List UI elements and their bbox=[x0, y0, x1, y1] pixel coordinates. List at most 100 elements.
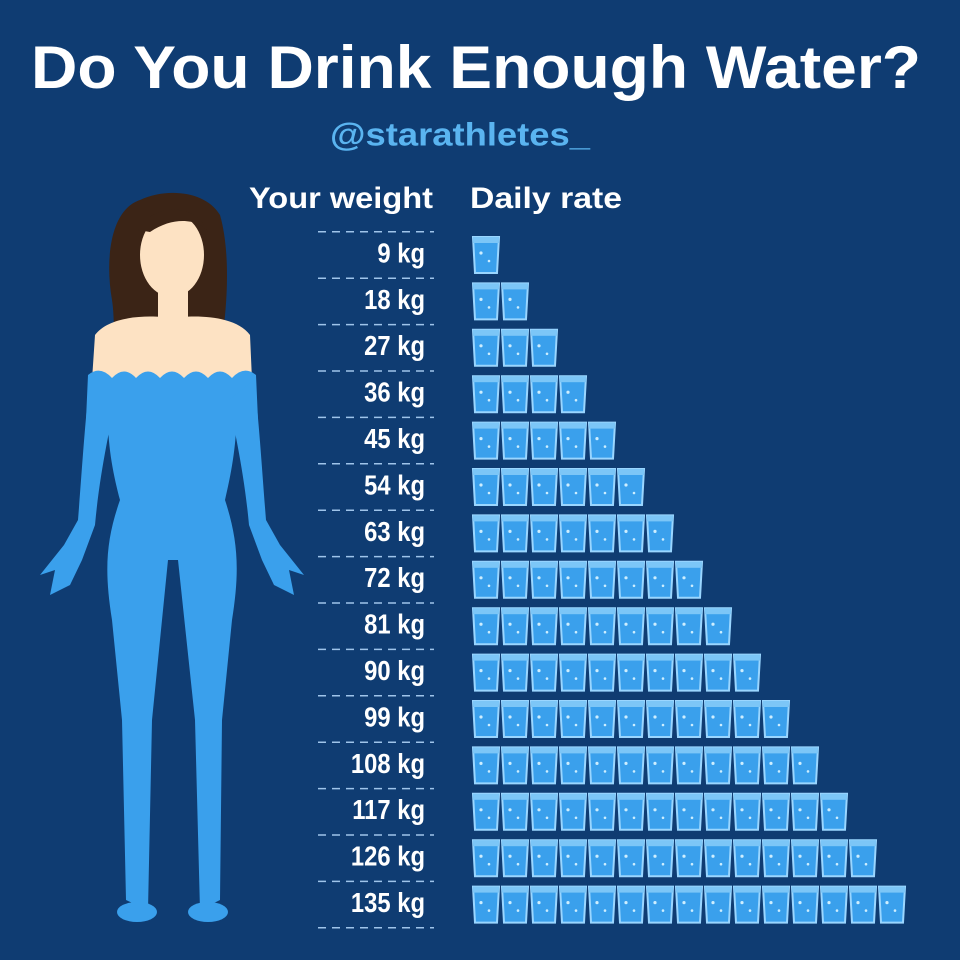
bubble bbox=[682, 622, 686, 626]
glass-rim bbox=[560, 608, 586, 615]
bubble bbox=[545, 816, 549, 820]
bubble bbox=[653, 901, 657, 905]
bubble bbox=[595, 808, 599, 812]
bubble bbox=[566, 715, 570, 719]
glass-rim bbox=[676, 561, 702, 568]
bubble bbox=[798, 854, 802, 858]
bubble bbox=[545, 538, 549, 541]
glass-rim bbox=[502, 608, 528, 615]
bubble bbox=[545, 770, 549, 773]
bubble bbox=[508, 344, 512, 348]
glass-rim bbox=[763, 793, 789, 800]
glass-rim bbox=[502, 840, 528, 847]
glass-row bbox=[471, 653, 762, 692]
bubble bbox=[632, 538, 636, 541]
glass-rim bbox=[705, 701, 731, 707]
glass-rim bbox=[589, 654, 615, 661]
bubble bbox=[516, 352, 520, 356]
bubble bbox=[545, 584, 549, 588]
bubble bbox=[479, 529, 483, 534]
bubble bbox=[719, 816, 723, 820]
glass-rim bbox=[531, 654, 557, 661]
bubble bbox=[603, 723, 607, 727]
glass-rim bbox=[531, 422, 557, 429]
bubble bbox=[885, 901, 889, 905]
bubble bbox=[479, 715, 483, 719]
glass-rim bbox=[676, 608, 702, 615]
bubble bbox=[653, 715, 657, 719]
bubble bbox=[574, 538, 578, 541]
bubble bbox=[661, 862, 665, 866]
bubble bbox=[748, 909, 752, 912]
bubble bbox=[827, 901, 831, 905]
glass-rim bbox=[473, 469, 499, 475]
bubble bbox=[624, 715, 628, 719]
weight-header: Your weight bbox=[249, 182, 433, 215]
weight-label: 81 kg bbox=[364, 608, 425, 640]
glass-rim bbox=[531, 515, 557, 522]
glass-rim bbox=[705, 747, 731, 754]
bubble bbox=[479, 854, 483, 858]
bubble bbox=[566, 390, 570, 394]
bubble bbox=[632, 770, 636, 773]
bubble bbox=[632, 630, 636, 634]
bubble bbox=[806, 816, 810, 820]
glass-row bbox=[471, 236, 501, 274]
glass-rim bbox=[792, 886, 818, 893]
glass-rim bbox=[531, 747, 557, 754]
bubble bbox=[566, 576, 570, 580]
bubble bbox=[487, 677, 491, 680]
glass-rim bbox=[821, 840, 847, 847]
bubble bbox=[769, 761, 773, 766]
bubble bbox=[537, 344, 541, 348]
bubble bbox=[479, 761, 483, 766]
bubble bbox=[740, 669, 744, 673]
glass-row bbox=[471, 328, 559, 367]
bubble bbox=[624, 901, 628, 905]
bubble bbox=[632, 909, 636, 912]
bubble bbox=[740, 901, 744, 905]
bubble bbox=[566, 437, 570, 441]
bubble bbox=[624, 761, 628, 766]
bubble bbox=[479, 669, 483, 673]
bubble bbox=[603, 677, 607, 680]
bubble bbox=[537, 715, 541, 719]
bubble bbox=[516, 306, 520, 309]
bubble bbox=[603, 862, 607, 866]
glass-row bbox=[471, 746, 820, 785]
glass-row bbox=[471, 282, 530, 321]
bubble bbox=[632, 677, 636, 680]
bubble bbox=[487, 259, 491, 263]
bubble bbox=[624, 854, 628, 858]
subtitle: @starathletes_ bbox=[330, 116, 591, 152]
bubble bbox=[682, 901, 686, 905]
glass-rim bbox=[647, 654, 673, 661]
bubble bbox=[537, 808, 541, 812]
glass-rim bbox=[531, 886, 557, 893]
bubble bbox=[479, 483, 483, 487]
bubble bbox=[624, 576, 628, 580]
glass-rim bbox=[502, 561, 528, 568]
bubble bbox=[624, 622, 628, 626]
bubble bbox=[711, 669, 715, 673]
bubble bbox=[806, 909, 810, 912]
rate-header: Daily rate bbox=[470, 182, 622, 215]
bubble bbox=[711, 901, 715, 905]
bubble bbox=[864, 909, 868, 912]
bubble bbox=[719, 630, 723, 634]
glass-rim bbox=[705, 886, 731, 893]
bubble bbox=[682, 808, 686, 812]
glass-rim bbox=[589, 515, 615, 522]
bubble bbox=[537, 622, 541, 626]
glass-row bbox=[471, 560, 704, 599]
weight-label: 36 kg bbox=[364, 376, 425, 408]
glass-rim bbox=[473, 608, 499, 615]
glass-rim bbox=[792, 747, 818, 754]
bubble bbox=[798, 901, 802, 905]
bubble bbox=[777, 909, 781, 912]
glass-rim bbox=[647, 515, 673, 522]
glass-rim bbox=[560, 376, 586, 383]
bubble bbox=[661, 909, 665, 912]
bubble bbox=[487, 723, 491, 727]
bubble bbox=[624, 483, 628, 487]
